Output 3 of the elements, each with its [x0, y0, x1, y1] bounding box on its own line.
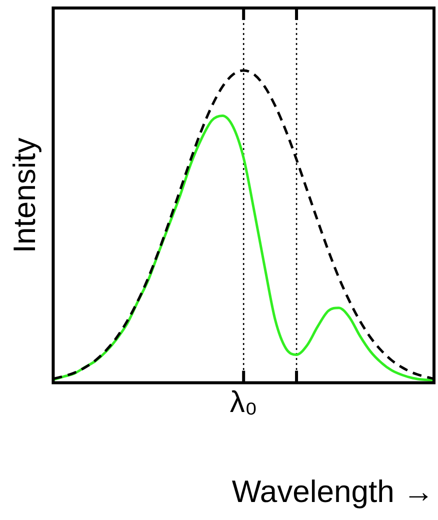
- x-axis-title: Wavelength →: [232, 474, 434, 509]
- text: λ₀: [230, 386, 258, 420]
- y-axis-title: Intensity: [7, 137, 42, 254]
